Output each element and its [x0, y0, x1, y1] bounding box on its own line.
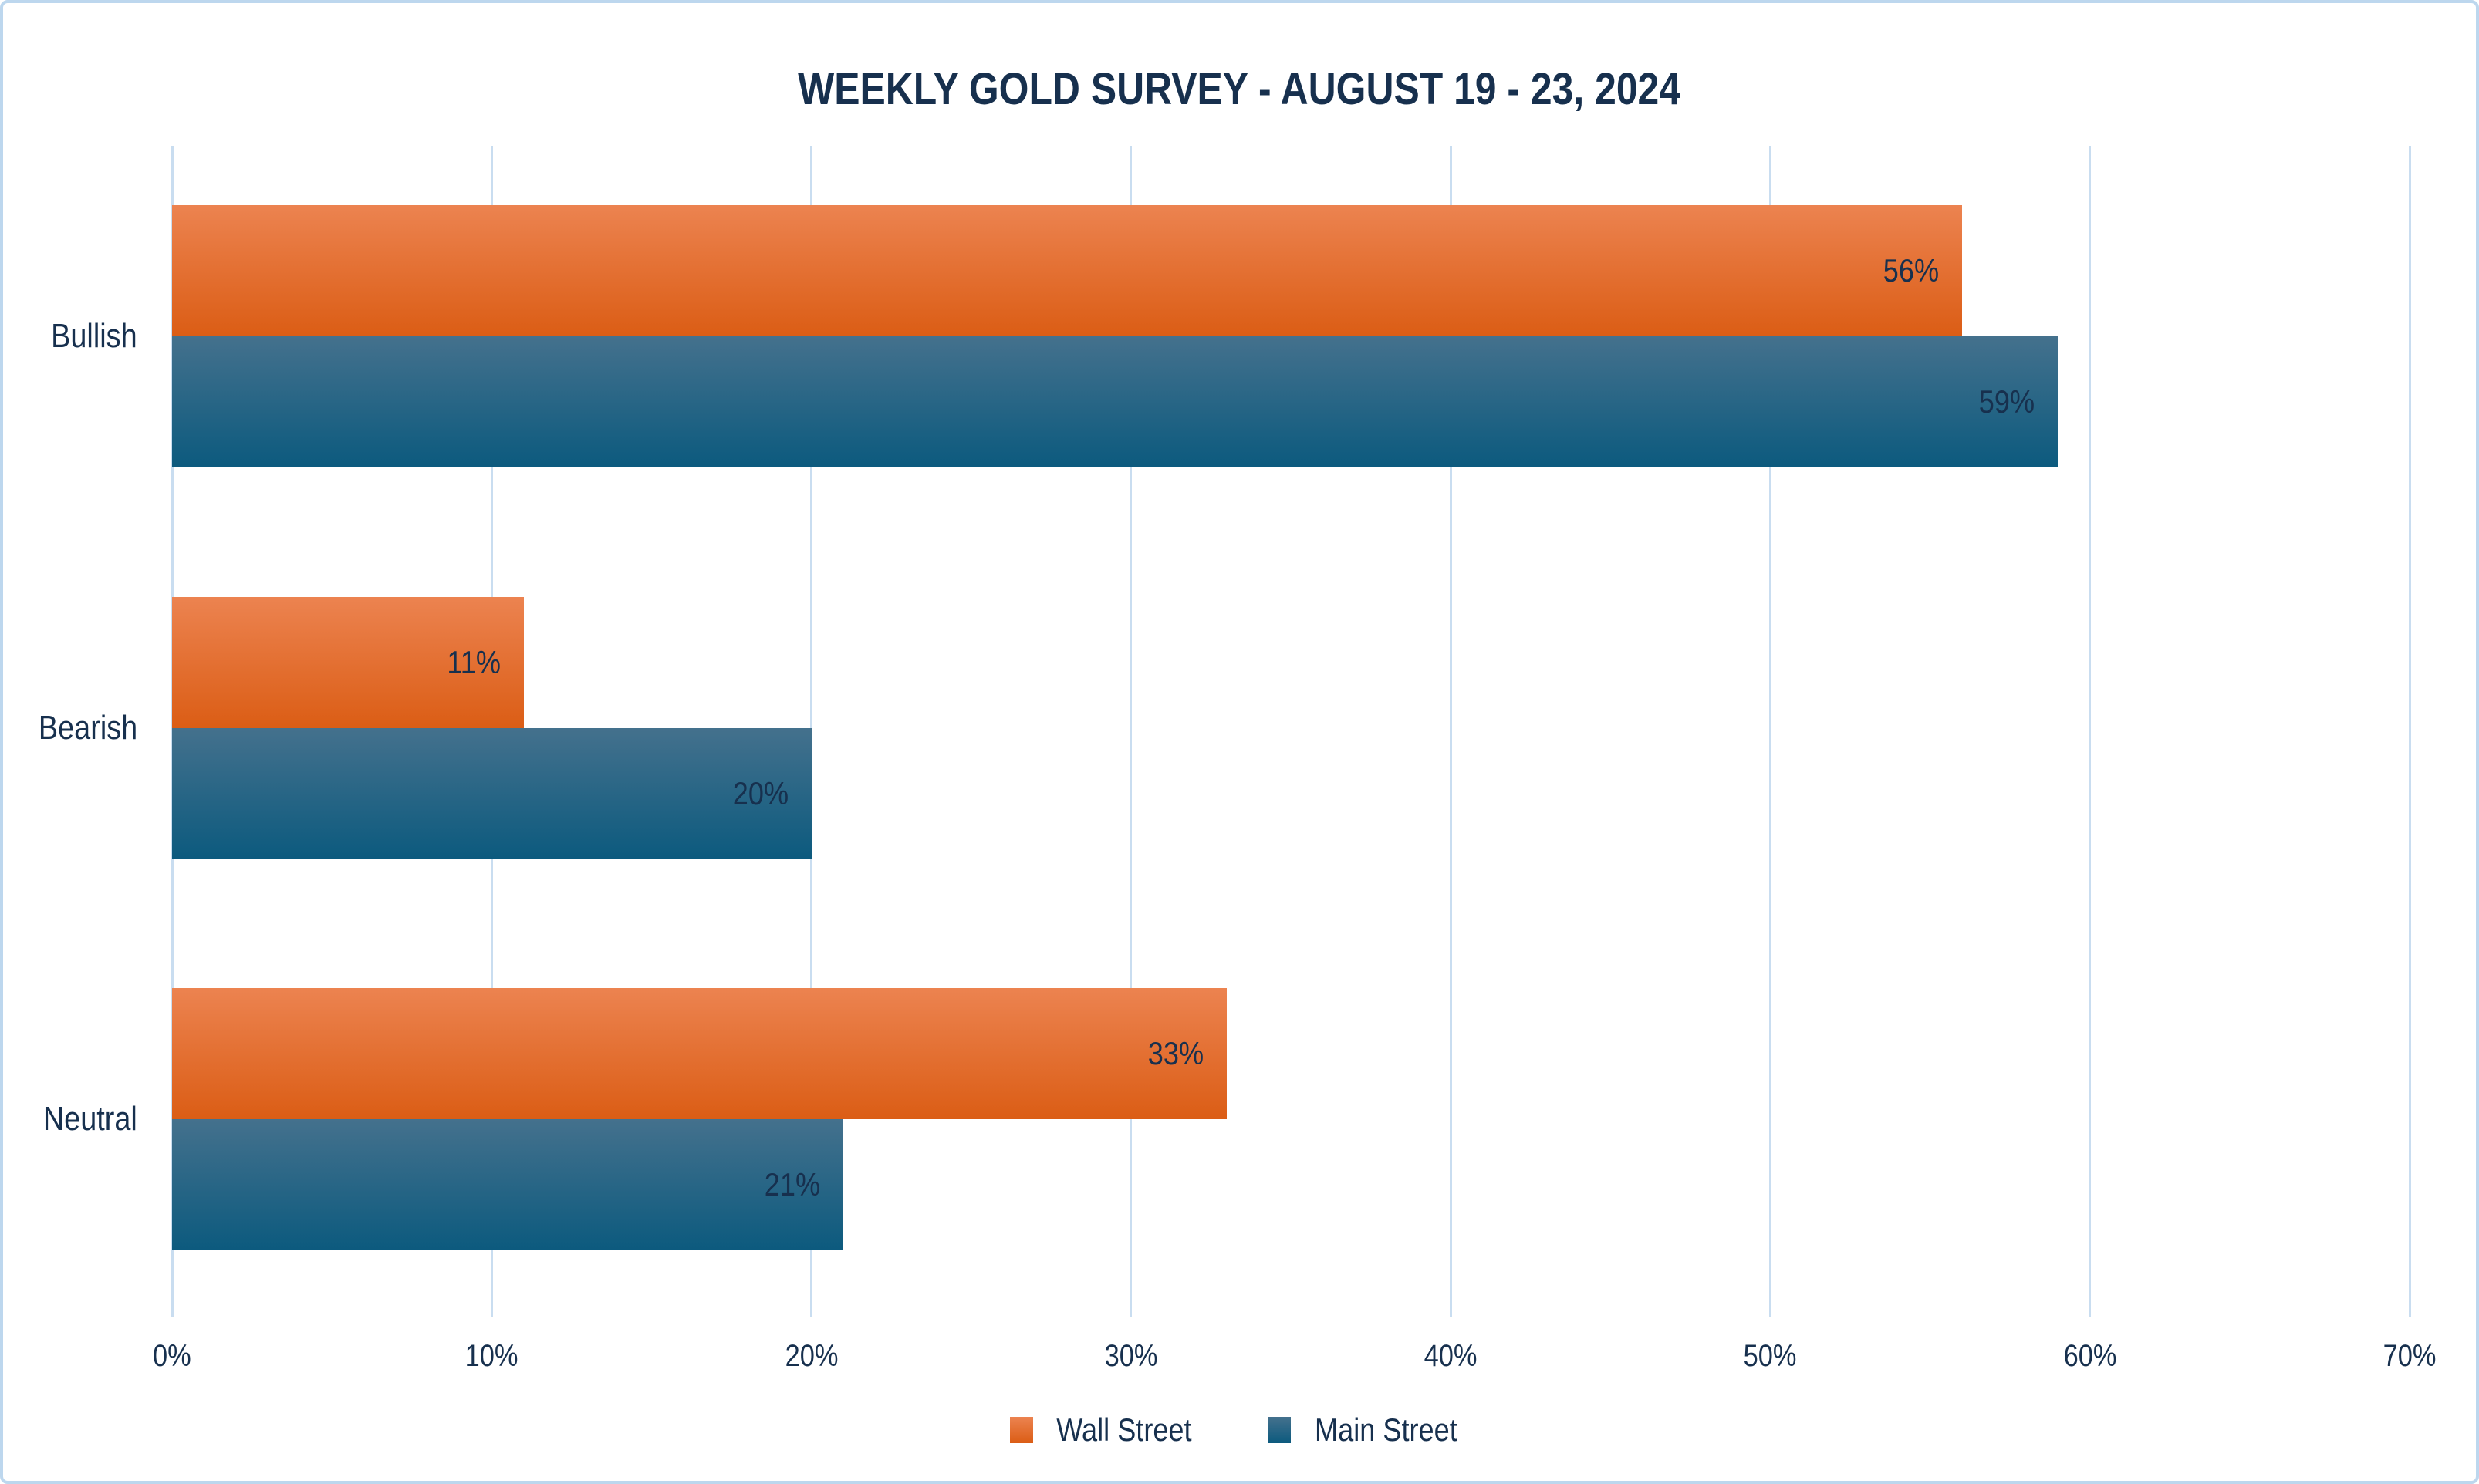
- data-label: 20%: [634, 775, 789, 812]
- bar-wall-street-bullish: [172, 205, 1963, 336]
- gridline: [2089, 146, 2092, 1317]
- legend-item-main-street: Main Street: [1268, 1411, 1469, 1449]
- x-axis-tick-label: 40%: [1366, 1337, 1535, 1374]
- gridline: [1449, 146, 1452, 1317]
- x-axis-tick-label-text: 10%: [464, 1339, 518, 1373]
- plot-area: 0% 10% 20% 30% 40% 50% 60% 70% Bullish 56% 59% Bear…: [3, 3, 2476, 1481]
- bar-main-street-neutral: [172, 1119, 844, 1250]
- x-axis-tick-label: 0%: [87, 1337, 257, 1374]
- gridline: [1769, 146, 1771, 1317]
- legend: Wall Street Main Street: [3, 1411, 2476, 1449]
- bar-main-street-bullish: [172, 336, 2059, 467]
- chart-title-text: WEEKLY GOLD SURVEY - AUGUST 19 - 23, 202…: [798, 64, 1681, 114]
- data-label-text: 59%: [1979, 383, 2035, 420]
- category-label-neutral: Neutral: [3, 1098, 137, 1141]
- data-label-text: 20%: [732, 775, 789, 811]
- category-label-bullish: Bullish: [3, 315, 137, 358]
- x-axis-tick-label-text: 30%: [1104, 1339, 1158, 1373]
- x-axis-tick-label-text: 20%: [785, 1339, 839, 1373]
- x-axis-tick-label-text: 0%: [153, 1339, 191, 1373]
- x-axis-tick-label-text: 40%: [1424, 1339, 1478, 1373]
- bar-main-street-bearish: [172, 728, 812, 859]
- legend-label-text: Wall Street: [1056, 1411, 1192, 1448]
- gridline: [810, 146, 813, 1317]
- x-axis-tick-label: 70%: [2325, 1337, 2476, 1374]
- legend-label-text: Main Street: [1315, 1411, 1457, 1448]
- data-label: 56%: [1785, 252, 1939, 289]
- data-label: 59%: [1880, 383, 2035, 420]
- x-axis-tick-label-text: 70%: [2383, 1339, 2437, 1373]
- legend-swatch-main-street: [1268, 1417, 1292, 1443]
- bar-wall-street-neutral: [172, 988, 1228, 1119]
- data-label-text: 56%: [1883, 252, 1940, 288]
- data-label: 21%: [666, 1166, 820, 1203]
- x-axis-tick-label: 10%: [407, 1337, 576, 1374]
- x-axis-tick-label-text: 60%: [2063, 1339, 2117, 1373]
- chart-title: WEEKLY GOLD SURVEY - AUGUST 19 - 23, 202…: [3, 63, 2476, 115]
- bar-wall-street-bearish: [172, 597, 524, 728]
- category-label-text: Bearish: [38, 709, 137, 747]
- category-label-text: Bullish: [51, 317, 137, 355]
- x-axis-tick-label-text: 50%: [1744, 1339, 1797, 1373]
- gridline: [1130, 146, 1133, 1317]
- x-axis-tick-label: 50%: [1686, 1337, 1856, 1374]
- gridline: [2408, 146, 2411, 1317]
- legend-item-wall-street: Wall Street: [1010, 1411, 1203, 1449]
- data-label-text: 33%: [1147, 1035, 1204, 1071]
- category-label-text: Neutral: [43, 1100, 137, 1138]
- x-axis-tick-label: 20%: [727, 1337, 897, 1374]
- legend-label: Wall Street: [1045, 1411, 1203, 1449]
- x-axis-tick-label: 60%: [2005, 1337, 2175, 1374]
- x-axis-tick-label: 30%: [1046, 1337, 1216, 1374]
- data-label-text: 11%: [447, 644, 501, 680]
- legend-swatch-wall-street: [1010, 1417, 1034, 1443]
- data-label: 11%: [346, 644, 501, 681]
- data-label: 33%: [1049, 1035, 1204, 1072]
- data-label-text: 21%: [764, 1166, 821, 1202]
- legend-label: Main Street: [1303, 1411, 1469, 1449]
- category-label-bearish: Bearish: [3, 707, 137, 750]
